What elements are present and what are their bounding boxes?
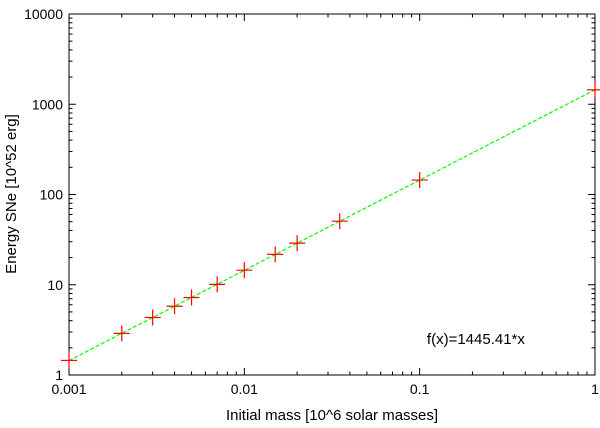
data-point (289, 235, 306, 252)
data-point (411, 172, 428, 189)
x-tick-label: 1 (591, 381, 599, 397)
data-point (166, 298, 183, 315)
fit-line (68, 89, 596, 362)
data-point (144, 309, 161, 326)
data-point (113, 325, 130, 342)
plot-frame (68, 13, 596, 376)
data-point (61, 352, 77, 369)
y-tick-label: 10000 (24, 6, 63, 22)
y-tick-label: 10 (47, 277, 63, 293)
data-point (236, 262, 253, 279)
x-tick-label: 0.1 (410, 381, 430, 397)
x-tick-label: 0.01 (231, 381, 258, 397)
data-point (587, 81, 600, 98)
data-points (61, 81, 600, 369)
y-axis-label: Energy SNe [10^52 erg] (3, 114, 20, 274)
y-tick-label: 1000 (32, 96, 63, 112)
data-point (209, 276, 226, 293)
data-point (183, 289, 200, 306)
fit-annotation: f(x)=1445.41*x (427, 331, 525, 348)
y-tick-label: 1 (55, 367, 63, 383)
x-axis-label: Initial mass [10^6 solar masses] (226, 407, 438, 424)
ticks: 0.001 0.01 0.1 1 1 10 100 1000 10000 (24, 6, 599, 397)
x-tick-label: 0.001 (51, 381, 86, 397)
y-tick-label: 100 (40, 187, 64, 203)
data-point (331, 213, 348, 230)
data-point (267, 246, 284, 263)
